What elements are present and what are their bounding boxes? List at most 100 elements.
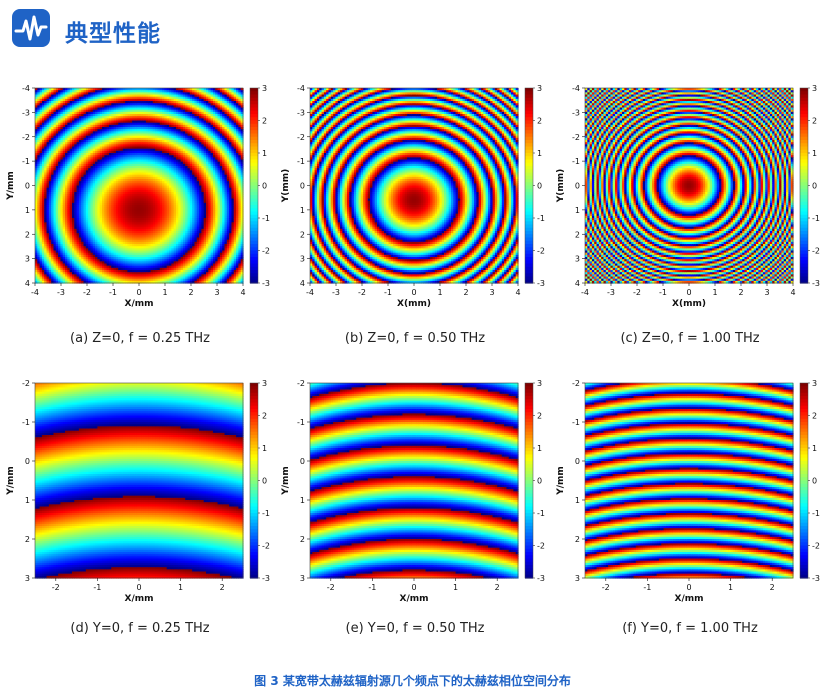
x-tick-label: -4 <box>581 288 589 297</box>
colorbar-tick-label: -1 <box>262 509 270 518</box>
colorbar-tick-label: -1 <box>262 214 270 223</box>
colorbar-tick-label: -2 <box>262 247 270 256</box>
colorbar-tick-label: -2 <box>262 542 270 551</box>
heatmap-chart-e: -2 -1 0 1 2 -2 -1 0 1 2 3 X/mm Y/mm 3 2 1 0 -1 -2 -3 <box>281 379 545 604</box>
x-tick-label: 3 <box>214 288 219 297</box>
y-tick-label: -2 <box>572 133 580 142</box>
x-tick-label: 3 <box>489 288 494 297</box>
colorbar-tick-label: 1 <box>262 444 267 453</box>
colorbar-tick-label: -3 <box>262 279 270 288</box>
heatmap-cells <box>35 88 244 284</box>
x-tick-label: 0 <box>411 288 416 297</box>
colorbar-tick-label: 0 <box>537 182 542 191</box>
x-tick-label: 2 <box>463 288 468 297</box>
colorbar-tick-label: 2 <box>262 412 267 421</box>
x-tick-label: 0 <box>136 583 141 592</box>
waveform-logo-icon <box>12 9 50 47</box>
y-tick-label: 1 <box>575 496 580 505</box>
y-tick-label: -1 <box>297 157 305 166</box>
x-tick-label: 0 <box>686 583 691 592</box>
x-tick-label: 2 <box>188 288 193 297</box>
x-tick-label: 1 <box>178 583 183 592</box>
x-tick-label: -1 <box>368 583 376 592</box>
x-tick-label: 0 <box>686 288 691 297</box>
colorbar <box>250 88 258 284</box>
x-axis-label: X/mm <box>125 594 154 604</box>
x-tick-label: 1 <box>712 288 717 297</box>
y-axis-label: Y/mm <box>556 466 566 496</box>
x-tick-label: 1 <box>162 288 167 297</box>
y-tick-label: 2 <box>575 535 580 544</box>
page-title: 典型性能 <box>65 14 161 48</box>
y-tick-label: -2 <box>572 379 580 388</box>
x-tick-label: 2 <box>770 583 775 592</box>
y-tick-label: 3 <box>300 255 305 264</box>
x-tick-label: 2 <box>495 583 500 592</box>
colorbar-tick-label: 3 <box>262 379 267 388</box>
chart-caption-a: (a) Z=0, f = 0.25 THz <box>20 331 260 346</box>
x-tick-label: 2 <box>220 583 225 592</box>
colorbar-tick-label: 1 <box>537 444 542 453</box>
y-tick-label: -4 <box>297 84 305 93</box>
heatmap-cells <box>585 383 794 579</box>
y-tick-label: 2 <box>300 535 305 544</box>
colorbar-tick-label: -2 <box>812 542 820 551</box>
y-tick-label: 4 <box>25 279 30 288</box>
y-axis-label: Y/mm <box>6 171 16 201</box>
y-tick-label: 1 <box>25 206 30 215</box>
y-tick-label: 1 <box>575 206 580 215</box>
page-header: 典型性能 <box>0 0 825 60</box>
y-tick-label: -1 <box>22 157 30 166</box>
x-tick-label: 0 <box>411 583 416 592</box>
y-tick-label: -1 <box>297 418 305 427</box>
colorbar-tick-label: 3 <box>262 84 267 93</box>
y-tick-label: 0 <box>575 457 580 466</box>
y-tick-label: -1 <box>572 157 580 166</box>
y-tick-label: 4 <box>575 279 580 288</box>
colorbar-tick-label: 0 <box>537 477 542 486</box>
y-tick-label: -3 <box>572 108 580 117</box>
colorbar-tick-label: 2 <box>812 412 817 421</box>
heatmap-cells <box>310 383 519 579</box>
colorbar-tick-label: 0 <box>262 477 267 486</box>
x-tick-label: 4 <box>240 288 245 297</box>
colorbar-tick-label: 3 <box>537 84 542 93</box>
y-tick-label: -2 <box>297 379 305 388</box>
y-tick-label: 2 <box>25 230 30 239</box>
chart-caption-c: (c) Z=0, f = 1.00 THz <box>570 331 810 346</box>
x-tick-label: -1 <box>384 288 392 297</box>
chart-panel-d: -2 -1 0 1 2 -2 -1 0 1 2 3 X/mm Y/mm 3 2 1 0 -1 -2 -3 <box>0 375 275 605</box>
colorbar-tick-label: -2 <box>812 247 820 256</box>
colorbar-tick-label: 1 <box>812 444 817 453</box>
chart-panel-a: -4 -3 -2 -1 0 1 2 3 4 -4 -3 -2 -1 0 1 2 3 4 X/mm Y/mm 3 2 1 0 -1… <box>0 80 275 310</box>
colorbar-tick-label: -1 <box>537 214 545 223</box>
y-tick-label: 2 <box>575 230 580 239</box>
x-tick-label: -2 <box>358 288 366 297</box>
heatmap-cells <box>310 88 519 284</box>
y-tick-label: 2 <box>300 230 305 239</box>
colorbar-tick-label: -1 <box>537 509 545 518</box>
y-tick-label: -4 <box>22 84 30 93</box>
colorbar-tick-label: 3 <box>537 379 542 388</box>
x-tick-label: -4 <box>306 288 314 297</box>
y-tick-label: 1 <box>300 206 305 215</box>
heatmap-cells <box>585 88 794 284</box>
y-tick-label: 3 <box>300 574 305 583</box>
colorbar-tick-label: -3 <box>537 279 545 288</box>
x-tick-label: -1 <box>643 583 651 592</box>
chart-panel-e: -2 -1 0 1 2 -2 -1 0 1 2 3 X/mm Y/mm 3 2 1 0 -1 -2 -3 <box>275 375 550 605</box>
x-axis-label: X(mm) <box>672 299 706 309</box>
y-tick-label: -2 <box>22 133 30 142</box>
x-tick-label: 3 <box>764 288 769 297</box>
colorbar-tick-label: 2 <box>262 117 267 126</box>
x-tick-label: -2 <box>83 288 91 297</box>
heatmap-chart-a: -4 -3 -2 -1 0 1 2 3 4-4-3-2-101234X/mmY/mm3210-1… <box>6 84 270 309</box>
y-tick-label: -3 <box>297 108 305 117</box>
chart-panel-c: -4 -3 -2 -1 0 1 2 3 4 -4 -3 -2 -1 0 1 2 3 4 X(mm) Y(mm) 3 2 1 0… <box>550 80 825 310</box>
colorbar-tick-label: -3 <box>262 574 270 583</box>
y-tick-label: 3 <box>575 574 580 583</box>
x-tick-label: -2 <box>52 583 60 592</box>
y-tick-label: 1 <box>25 496 30 505</box>
colorbar-tick-label: 1 <box>262 149 267 158</box>
x-tick-label: 0 <box>136 288 141 297</box>
